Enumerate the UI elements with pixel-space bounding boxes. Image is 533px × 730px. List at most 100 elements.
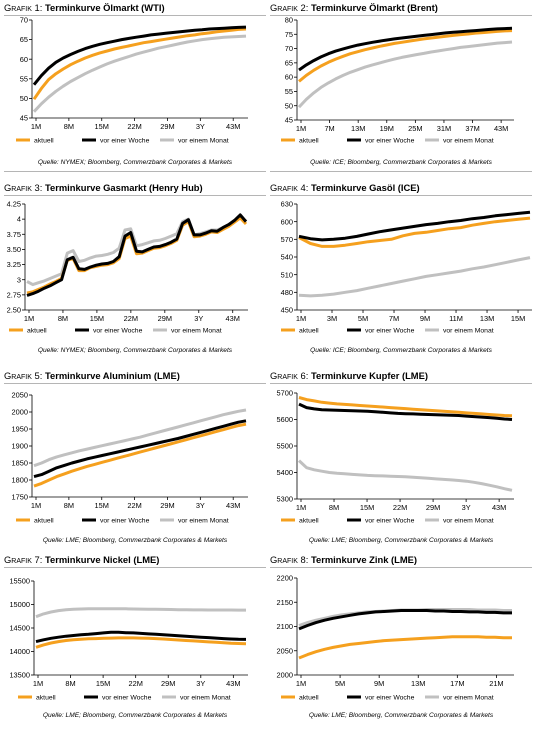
legend-label: aktuell (299, 518, 319, 525)
series-line-vor-einer-woche (32, 25, 247, 86)
y-tick-label: 65 (20, 35, 28, 44)
series-line-vor-einer-woche (35, 630, 247, 644)
title-rule (270, 383, 532, 384)
chart-panel-brent: Grafik 2: Terminkurve Ölmarkt (Brent) 45… (270, 0, 532, 178)
title-rule (4, 195, 266, 196)
chart-title-text: Terminkurve Ölmarkt (WTI) (44, 2, 165, 13)
y-tick-label: 5400 (277, 468, 293, 477)
y-tick-label: 5700 (277, 389, 293, 398)
chart-title: Grafik 3: Terminkurve Gasmarkt (Henry Hu… (4, 182, 266, 194)
chart-label: Grafik 4: (270, 182, 309, 193)
y-tick-label: 600 (281, 217, 293, 226)
chart-panel-zink: Grafik 8: Terminkurve Zink (LME) 2000 205… (270, 552, 532, 730)
x-tick-label: 3Y (194, 314, 203, 323)
legend-label: vor einer Woche (365, 138, 415, 145)
chart-label: Grafik 3: (4, 182, 43, 193)
x-tick-label: 31M (437, 124, 451, 133)
chart-panel-wti: Grafik 1: Terminkurve Ölmarkt (WTI) 45 50… (4, 0, 266, 178)
x-tick-label: 3M (327, 314, 337, 323)
legend-label: aktuell (299, 695, 319, 702)
x-tick-label: 1M (296, 124, 306, 133)
x-tick-label: 43M (226, 314, 240, 323)
y-tick-label: 3.75 (7, 230, 21, 239)
series-line-vor-einer-woche (298, 609, 512, 631)
chart-label: Grafik 6: (270, 370, 309, 381)
y-tick-label: 2150 (277, 598, 293, 607)
chart-panel-nickel: Grafik 7: Terminkurve Nickel (LME) 13500… (4, 552, 266, 730)
y-tick-label: 2050 (277, 646, 293, 655)
y-tick-label: 50 (20, 94, 28, 103)
x-tick-label: 5M (335, 679, 345, 688)
y-tick-label: 13500 (9, 671, 30, 680)
legend-label: aktuell (299, 328, 319, 335)
chart-source: Quelle: ICE; Bloomberg, Commerzbank Corp… (310, 159, 492, 166)
legend-label: vor einem Monat (443, 138, 494, 145)
x-tick-label: 1M (296, 314, 306, 323)
y-tick-label: 540 (281, 253, 293, 262)
y-tick-label: 2.50 (7, 306, 21, 315)
y-tick-label: 70 (20, 16, 28, 25)
chart-label: Grafik 5: (4, 370, 43, 381)
x-tick-label: 3Y (462, 503, 471, 512)
chart-label: Grafik 7: (4, 554, 43, 565)
legend-label: vor einem Monat (171, 328, 222, 335)
x-tick-label: 13M (480, 314, 494, 323)
legend-label: aktuell (299, 138, 319, 145)
bottom-rule (270, 171, 532, 172)
chart-label: Grafik 2: (270, 2, 309, 13)
title-rule (270, 567, 532, 568)
legend-label: vor einer Woche (365, 328, 415, 335)
y-tick-label: 14000 (9, 647, 30, 656)
y-tick-label: 510 (281, 270, 293, 279)
y-tick-label: 4.25 (7, 200, 21, 209)
chart-source: Quelle: NYMEX; Bloomberg, Commerzbank Co… (37, 347, 233, 354)
chart-panel-aluminium: Grafik 5: Terminkurve Aluminium (LME) 17… (4, 368, 266, 546)
y-tick-label: 65 (285, 58, 293, 67)
chart-title-text: Terminkurve Zink (LME) (310, 554, 418, 565)
line-chart: 450 480 510 540 570 600 630 1M 3M 5M 7M 9M 11M 13M 15M… (281, 200, 532, 335)
x-tick-label: 7M (324, 124, 334, 133)
x-tick-label: 1M (296, 679, 306, 688)
chart-title: Grafik 5: Terminkurve Aluminium (LME) (4, 370, 266, 382)
x-tick-label: 1M (24, 314, 34, 323)
series-line-vor-einer-woche (26, 213, 248, 297)
title-rule (4, 15, 266, 16)
x-tick-label: 13M (351, 124, 365, 133)
y-tick-label: 1850 (12, 459, 28, 468)
chart-title-text: Terminkurve Ölmarkt (Brent) (310, 2, 438, 13)
y-tick-label: 45 (285, 116, 293, 125)
y-tick-label: 75 (285, 30, 293, 39)
line-chart: 13500 14000 14500 15000 15500 1M 8M 15M 22M 29M 3Y… (9, 577, 248, 702)
legend-label: vor einer Woche (365, 695, 415, 702)
x-tick-label: 29M (426, 503, 440, 512)
x-tick-label: 22M (127, 122, 141, 131)
y-tick-label: 15500 (9, 577, 30, 586)
chart-panel-gasoel: Grafik 4: Terminkurve Gasöl (ICE) 450 480… (270, 180, 532, 358)
x-tick-label: 1M (31, 501, 41, 510)
y-tick-label: 60 (20, 55, 28, 64)
series-line-vor-einem-monat (297, 40, 513, 109)
line-chart: 45 50 55 60 65 70 75 80 1M 7M 13M 19M 25M 31M 37M 43M ak… (281, 16, 514, 145)
x-tick-label: 13M (411, 679, 425, 688)
y-tick-label: 2.75 (7, 290, 21, 299)
legend-label: vor einem Monat (443, 695, 494, 702)
x-tick-label: 15M (511, 314, 525, 323)
x-tick-label: 21M (489, 679, 503, 688)
x-tick-label: 1M (296, 503, 306, 512)
y-tick-label: 5500 (277, 442, 293, 451)
line-chart: 2.50 2.75 3 3.25 3.50 3.75 4 4.25 1M 8M 15M 22M 29M 3… (7, 200, 248, 335)
x-tick-label: 1M (31, 122, 41, 131)
x-tick-label: 43M (492, 503, 506, 512)
chart-panel-kupfer: Grafik 6: Terminkurve Kupfer (LME) 5300 5… (270, 368, 532, 546)
legend-label: aktuell (27, 328, 47, 335)
legend-label: aktuell (36, 695, 56, 702)
line-chart: 1750 1800 1850 1900 1950 2000 2050 1M 8M 15M 22M 29… (12, 391, 248, 525)
chart-source: Quelle: LME; Bloomberg, Commerzbank Corp… (42, 537, 228, 544)
title-rule (270, 15, 532, 16)
x-tick-label: 29M (158, 314, 172, 323)
legend-label: vor einem Monat (443, 518, 494, 525)
y-tick-label: 450 (281, 306, 293, 315)
x-tick-label: 15M (95, 501, 109, 510)
legend-label: aktuell (34, 518, 54, 525)
series-line-vor-einer-woche (33, 419, 247, 479)
